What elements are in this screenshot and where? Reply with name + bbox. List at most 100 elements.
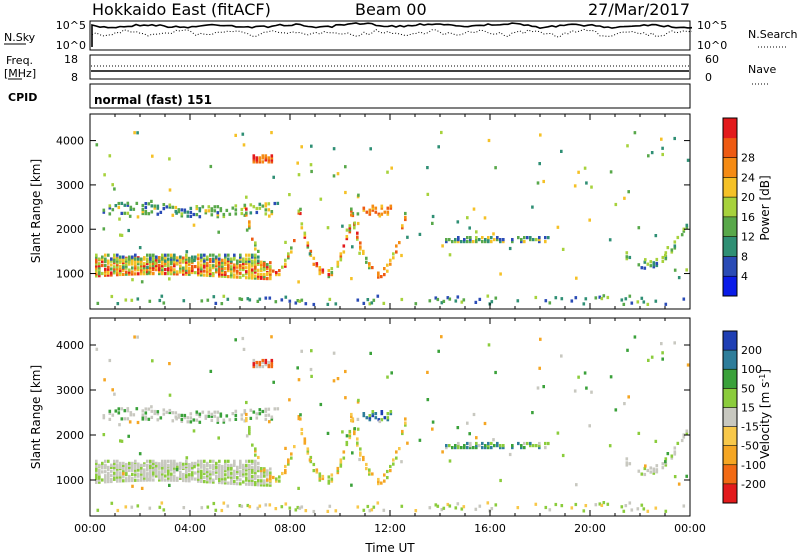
power-cell [113,265,116,269]
velocity-cell [132,413,136,417]
power-cell [242,259,245,263]
power-cell [138,246,142,250]
power-cell [134,257,137,261]
power-cell [136,297,140,301]
power-cell [128,262,131,266]
power-cell [499,238,502,242]
velocity-cell [224,459,227,463]
velocity-cell [104,478,107,482]
velocity-colorbar-frame [722,330,738,504]
power-cell [666,246,670,250]
power-cell [664,251,668,255]
power-cell [158,266,161,270]
velocity-cell [254,481,257,485]
velocity-cell [225,414,229,418]
velocity-cell [219,414,223,418]
power-cell [252,156,256,160]
power-cell [299,207,302,211]
power-cell [296,161,299,165]
velocity-cell [209,470,212,474]
power-cell [167,260,170,264]
power-cell [167,266,170,270]
power-cell [264,156,268,160]
power-cell [456,295,460,299]
power-cell [643,260,647,264]
velocity-cell [215,468,218,472]
velocity-cell [182,478,185,483]
velocity-cell [362,414,366,418]
velocity-cell [661,357,664,361]
velocity-cell [606,502,610,506]
power-cell [245,228,249,232]
power-cell [661,255,665,260]
power-cell [113,269,116,273]
power-cell [544,236,547,240]
power-cell [233,267,236,271]
power-cell [442,299,446,303]
power-cell [251,255,254,259]
velocity-cell [297,415,301,419]
velocity-cell [203,469,206,474]
power-colorbar-swatch [723,157,737,178]
power-cell [143,270,146,274]
velocity-cell [290,456,293,460]
velocity-cell [350,415,353,419]
power-cell [395,250,398,254]
power-cell [212,257,215,261]
velocity-cell [185,468,188,473]
power-cell [113,261,116,265]
velocity-cell [173,466,176,470]
velocity-cell [206,505,210,509]
velocity-cell [386,469,389,474]
power-cell [633,131,637,135]
power-cell [239,257,242,261]
power-cell [146,272,149,276]
velocity-cell [647,358,650,362]
power-cell [625,255,629,259]
power-cell [108,212,112,216]
velocity-cell [258,365,262,369]
velocity-cell [370,508,374,512]
velocity-cell [110,477,113,481]
power-cell [197,269,200,273]
velocity-cell [255,416,259,420]
velocity-cell [120,417,124,421]
velocity-cell [212,478,215,482]
power-cell [492,232,495,236]
velocity-cell [167,474,170,478]
velocity-cell [218,474,221,478]
power-cell [436,297,440,302]
velocity-cell [351,451,354,455]
power-cell [575,276,578,280]
power-cell [170,272,173,276]
velocity-cell [122,472,125,476]
power-cell [224,274,227,278]
power-cell [120,211,124,215]
power-cell [127,228,130,233]
velocity-cell [146,459,149,463]
power-cell [494,296,498,300]
velocity-cell [146,476,149,480]
power-cell [120,233,124,237]
velocity-cell [260,475,263,479]
power-cell [107,273,110,277]
power-cell [131,259,134,263]
power-cell [431,221,434,225]
power-cell [270,158,274,162]
velocity-cell [197,459,200,463]
power-cell [134,264,137,268]
velocity-cell [173,474,176,478]
power-cell [478,297,482,301]
power-cell [353,224,356,228]
power-cell [206,298,210,302]
power-cell [261,156,265,160]
velocity-cell [348,436,352,440]
power-cell [342,244,346,248]
power-cell [224,258,227,262]
velocity-cell [362,412,366,416]
velocity-cell [451,446,454,450]
power-cell [542,179,545,184]
velocity-cell [175,417,178,421]
power-cell [200,271,203,275]
power-cell [359,247,362,251]
